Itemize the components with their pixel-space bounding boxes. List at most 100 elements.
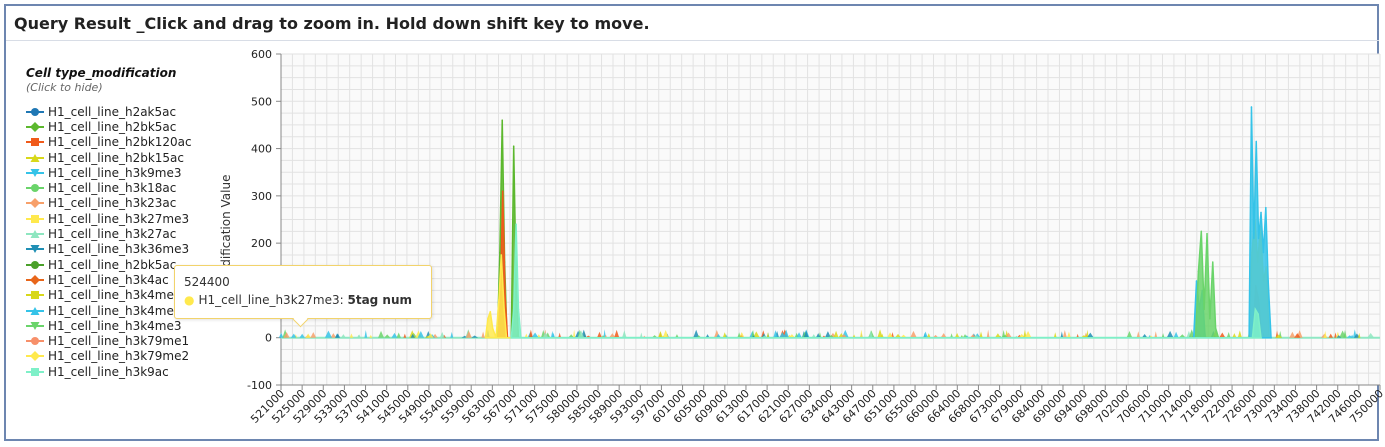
noise-bump (417, 331, 425, 338)
noise-bump (622, 330, 627, 338)
legend-item[interactable]: H1_cell_line_h3k4me3 (26, 318, 192, 333)
noise-bump (364, 329, 368, 338)
legend-item[interactable]: H1_cell_line_h3k9ac (26, 364, 192, 379)
legend-item[interactable]: H1_cell_line_h3k36me3 (26, 242, 192, 257)
noise-bump (705, 334, 710, 338)
legend-item-label: H1_cell_line_h3k79me1 (48, 334, 190, 349)
title-divider (6, 40, 1379, 41)
y-tick-label: 0 (265, 332, 272, 345)
legend-item-label: H1_cell_line_h3k23ac (48, 196, 177, 211)
y-tick-label: 200 (251, 237, 272, 250)
circle-marker-icon (26, 184, 44, 193)
y-tick-label: 400 (251, 143, 272, 156)
noise-bump (1018, 333, 1025, 338)
circle-marker-icon (26, 260, 44, 269)
legend-item[interactable]: H1_cell_line_h2bk120ac (26, 135, 192, 150)
data-point (1251, 336, 1254, 339)
noise-bump (675, 334, 679, 338)
noise-bump (1166, 330, 1174, 338)
legend-item[interactable]: H1_cell_line_h3k4me (26, 288, 192, 303)
noise-bump (1323, 330, 1327, 338)
data-point (1250, 106, 1253, 108)
noise-bump (391, 332, 398, 338)
noise-bump (290, 333, 297, 338)
tooltip-x-value: 524400 (184, 275, 230, 289)
noise-bump (305, 333, 311, 338)
legend-item[interactable]: H1_cell_line_h2bk15ac (26, 150, 192, 165)
data-point (505, 336, 508, 339)
legend-item-label: H1_cell_line_h3k27ac (48, 227, 177, 242)
legend-item[interactable]: H1_cell_line_h3k4ac (26, 272, 192, 287)
noise-bump (1126, 330, 1133, 338)
data-point (512, 145, 515, 148)
legend-item[interactable]: H1_cell_line_h2bk5ac (26, 257, 192, 272)
noise-bump (783, 329, 789, 338)
noise-bump (608, 333, 616, 338)
noise-bump (384, 334, 391, 338)
noise-bump (954, 332, 960, 338)
legend-item[interactable]: H1_cell_line_h3k79me2 (26, 349, 192, 364)
noise-bump (869, 330, 873, 338)
legend-item[interactable]: H1_cell_line_h3k18ac (26, 180, 192, 195)
legend-item[interactable]: H1_cell_line_h2ak5ac (26, 104, 192, 119)
square-marker-icon (26, 367, 44, 376)
noise-bump (894, 333, 902, 338)
noise-bump (614, 329, 620, 338)
data-point (1257, 237, 1260, 240)
noise-bump (766, 332, 770, 338)
chart-title: Query Result _Click and drag to zoom in.… (14, 14, 650, 33)
legend-item-label: H1_cell_line_h3k4me (48, 288, 174, 303)
noise-bump (1275, 334, 1283, 338)
legend-item[interactable]: H1_cell_line_h2bk5ac (26, 119, 192, 134)
noise-bump (396, 332, 401, 338)
noise-bump (1336, 335, 1342, 338)
noise-bump (324, 330, 333, 338)
series-area (1194, 231, 1220, 339)
triangle-down-marker-icon (26, 245, 44, 254)
triangle-marker-icon (26, 306, 44, 315)
legend-item[interactable]: H1_cell_line_h3k27me3 (26, 211, 192, 226)
noise-bump (1232, 333, 1237, 338)
noise-bump (542, 332, 549, 338)
data-point (1209, 318, 1211, 320)
noise-bump (1226, 332, 1231, 338)
circle-marker-icon (26, 107, 44, 116)
noise-bump (979, 331, 983, 338)
legend-item[interactable]: H1_cell_line_h3k9me3 (26, 165, 192, 180)
data-point (491, 327, 494, 330)
legend-item[interactable]: H1_cell_line_h3k23ac (26, 196, 192, 211)
noise-bump (940, 333, 947, 338)
noise-bump (1343, 329, 1347, 338)
noise-bump (572, 329, 576, 338)
legend-item[interactable]: H1_cell_line_h3k4me (26, 303, 192, 318)
legend-item-label: H1_cell_line_h3k79me2 (48, 349, 190, 364)
noise-bump (1067, 331, 1071, 338)
data-point (1197, 270, 1200, 273)
data-point (1254, 308, 1257, 311)
legend-item[interactable]: H1_cell_line_h3k79me1 (26, 333, 192, 348)
noise-bump (994, 333, 1001, 338)
noise-bump (1178, 334, 1186, 338)
legend-item[interactable]: H1_cell_line_h3k27ac (26, 226, 192, 241)
noise-bump (1334, 332, 1337, 338)
y-axis-label: Modification Value (219, 175, 233, 285)
noise-bump (910, 330, 917, 338)
data-point (1270, 336, 1272, 339)
noise-bump (330, 333, 337, 338)
noise-bump (1328, 333, 1333, 338)
square-marker-icon (26, 291, 44, 300)
legend-item-label: H1_cell_line_h3k27me3 (48, 211, 190, 226)
legend: Cell type_modification (Click to hide) H… (26, 66, 192, 379)
data-point (1260, 336, 1262, 339)
tooltip-value: 5tag num (347, 293, 413, 307)
noise-bump (852, 334, 856, 338)
data-point (489, 310, 492, 313)
noise-bump (1367, 332, 1375, 338)
data-point (520, 336, 522, 339)
square-marker-icon (26, 138, 44, 147)
triangle-marker-icon (26, 153, 44, 162)
noise-bump (923, 331, 928, 338)
data-point (499, 251, 501, 254)
noise-bump (1294, 333, 1301, 338)
